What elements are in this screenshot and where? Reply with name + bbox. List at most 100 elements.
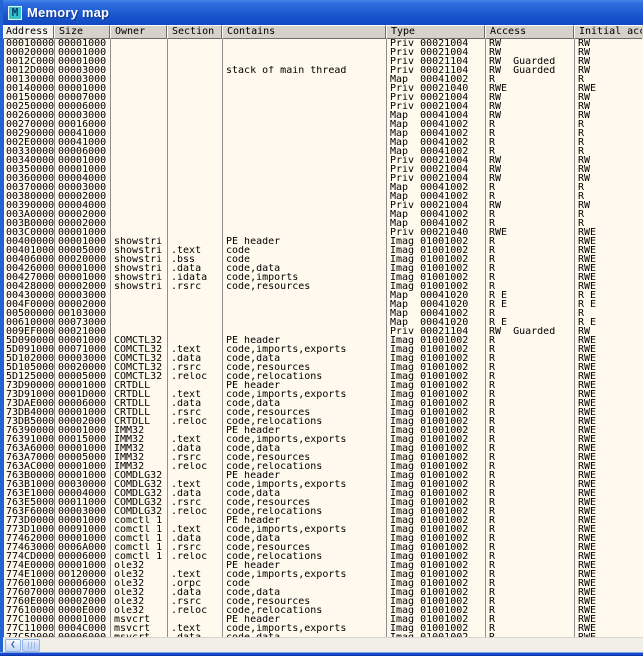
table-row[interactable]: 73DB4000 00001000 CRTDLL .rsrc code,resource… bbox=[4, 408, 643, 417]
table-row[interactable]: 0012C000 00001000 Priv 00021104 RW Guarded R… bbox=[4, 57, 643, 66]
table-row[interactable]: 774E1000 00120000 ole32 .text code,imports,e… bbox=[4, 570, 643, 579]
table-row[interactable]: 77463000 0006A000 comctl_1 .rsrc code,resour… bbox=[4, 543, 643, 552]
cell-owner bbox=[111, 165, 168, 174]
cell-type: Map 00041002 bbox=[387, 120, 486, 129]
table-row[interactable]: 763AC000 00001000 IMM32 .reloc code,relocati… bbox=[4, 462, 643, 471]
cell-initial-access: R bbox=[578, 309, 585, 318]
table-row[interactable]: 00428000 00002000 showstri .rsrc code,resour… bbox=[4, 282, 643, 291]
column-header-type[interactable]: Type bbox=[386, 25, 485, 39]
table-row[interactable]: 002E0000 00041000 Map 00041002 R R bbox=[4, 138, 643, 147]
table-row[interactable]: 5D105000 00020000 COMCTL32 .rsrc code,resour… bbox=[4, 363, 643, 372]
table-row[interactable]: 00020000 00001000 Priv 00021004 RW RW bbox=[4, 48, 643, 57]
table-row[interactable]: 763F6000 00003000 COMDLG32 .reloc code,reloc… bbox=[4, 507, 643, 516]
cell-type: Imag 01001002 bbox=[387, 453, 486, 462]
table-row[interactable]: 00150000 00007000 Priv 00021004 RW RW bbox=[4, 93, 643, 102]
table-row[interactable]: 009EF000 00021000 Priv 00021104 RW Guarded R… bbox=[4, 327, 643, 336]
table-row[interactable]: 00140000 00001000 Priv 00021040 RWE RWE bbox=[4, 84, 643, 93]
table-row[interactable]: 00250000 00006000 Priv 00021004 RW RW bbox=[4, 102, 643, 111]
table-row[interactable]: 00426000 00001000 showstri .data code,data Im… bbox=[4, 264, 643, 273]
table-row[interactable]: 763A6000 00001000 IMM32 .data code,data Imag … bbox=[4, 444, 643, 453]
table-row[interactable]: 00270000 00016000 Map 00041002 R R bbox=[4, 120, 643, 129]
table-row[interactable]: 7760E000 00002000 ole32 .rsrc code,resources… bbox=[4, 597, 643, 606]
table-row[interactable]: 73D91000 0001D000 CRTDLL .text code,imports,… bbox=[4, 390, 643, 399]
table-row[interactable]: 77601000 00006000 ole32 .orpc code Imag 01001… bbox=[4, 579, 643, 588]
table-row[interactable]: 00390000 00004000 Priv 00021004 RW RW bbox=[4, 201, 643, 210]
column-header-section[interactable]: Section bbox=[167, 25, 222, 39]
table-row[interactable]: 00350000 00001000 Priv 00021004 RW RW bbox=[4, 165, 643, 174]
table-row[interactable]: 00380000 00002000 Map 00041002 R R bbox=[4, 192, 643, 201]
table-row[interactable]: 5D090000 00001000 COMCTL32 PE header Imag 01… bbox=[4, 336, 643, 345]
table-row[interactable]: 00260000 00003000 Map 00041004 RW RW bbox=[4, 111, 643, 120]
column-header-access[interactable]: Access bbox=[485, 25, 574, 39]
table-row[interactable]: 00427000 00001000 showstri .idata code,impor… bbox=[4, 273, 643, 282]
cell-address: 77462000 bbox=[6, 534, 55, 543]
table-row[interactable]: 76390000 00001000 IMM32 PE header Imag 01001… bbox=[4, 426, 643, 435]
table-row[interactable]: 5D091000 00071000 COMCTL32 .text code,import… bbox=[4, 345, 643, 354]
table-row[interactable]: 763A7000 00005000 IMM32 .rsrc code,resources… bbox=[4, 453, 643, 462]
table-row[interactable]: 76391000 00015000 IMM32 .text code,imports,e… bbox=[4, 435, 643, 444]
horizontal-scrollbar[interactable]: ❮ bbox=[3, 637, 643, 652]
column-header-size[interactable]: Size bbox=[54, 25, 110, 39]
table-row[interactable]: 77607000 00007000 ole32 .data code,data Imag … bbox=[4, 588, 643, 597]
table-row[interactable]: 73D90000 00001000 CRTDLL PE header Imag 0100… bbox=[4, 381, 643, 390]
table-row[interactable]: 73DB5000 00002000 CRTDLL .reloc code,relocat… bbox=[4, 417, 643, 426]
cell-type: Imag 01001002 bbox=[387, 561, 486, 570]
table-row[interactable]: 5D125000 00005000 COMCTL32 .reloc code,reloc… bbox=[4, 372, 643, 381]
table-row[interactable]: 77C11000 0004C000 msvcrt .text code,imports,… bbox=[4, 624, 643, 633]
cell-size: 00002000 bbox=[55, 597, 111, 606]
table-row[interactable]: 763E1000 00004000 COMDLG32 .data code,data Im… bbox=[4, 489, 643, 498]
scroll-left-button[interactable]: ❮ bbox=[5, 638, 21, 652]
table-row[interactable]: 00360000 00004000 Priv 00021004 RW RW bbox=[4, 174, 643, 183]
table-row[interactable]: 0012D000 00003000 stack of main thread Priv… bbox=[4, 66, 643, 75]
cell-initial-access: RW bbox=[578, 57, 591, 66]
column-header-owner[interactable]: Owner bbox=[110, 25, 167, 39]
table-row[interactable]: 763E5000 00011000 COMDLG32 .rsrc code,resour… bbox=[4, 498, 643, 507]
title-bar[interactable]: M Memory map bbox=[3, 0, 643, 25]
table-row[interactable]: 003A0000 00002000 Map 00041002 R R bbox=[4, 210, 643, 219]
cell-section: .text bbox=[168, 390, 223, 399]
table-row[interactable]: 00400000 00001000 showstri PE header Imag 01… bbox=[4, 237, 643, 246]
cell-initial-access: R bbox=[578, 210, 585, 219]
table-row[interactable]: 77462000 00001000 comctl_1 .data code,data Im… bbox=[4, 534, 643, 543]
table-row[interactable]: 763B0000 00001000 COMDLG32 PE header Imag 01… bbox=[4, 471, 643, 480]
column-header-contains[interactable]: Contains bbox=[222, 25, 386, 39]
table-row[interactable]: 73DAE000 00006000 CRTDLL .data code,data Imag… bbox=[4, 399, 643, 408]
cell-initial-access: RWE bbox=[578, 435, 597, 444]
cell-owner bbox=[111, 57, 168, 66]
cell-owner: IMM32 bbox=[111, 453, 168, 462]
table-row[interactable]: 00290000 00041000 Map 00041002 R R bbox=[4, 129, 643, 138]
cell-size: 00004000 bbox=[55, 201, 111, 210]
table-row[interactable]: 77C10000 00001000 msvcrt PE header Imag 0100… bbox=[4, 615, 643, 624]
cell-section: .data bbox=[168, 444, 223, 453]
table-row[interactable]: 00406000 00020000 showstri .bss code Imag 010… bbox=[4, 255, 643, 264]
table-row[interactable]: 00370000 00003000 Map 00041002 R R bbox=[4, 183, 643, 192]
table-row[interactable]: 00330000 00006000 Map 00041002 R R bbox=[4, 147, 643, 156]
table-row[interactable]: 77610000 0000E000 ole32 .reloc code,relocati… bbox=[4, 606, 643, 615]
table-row[interactable]: 00010000 00001000 Priv 00021004 RW RW bbox=[4, 39, 643, 48]
table-row[interactable]: 003B0000 00002000 Map 00041002 R R bbox=[4, 219, 643, 228]
table-row[interactable]: 773D0000 00001000 comctl_1 PE header Imag 01… bbox=[4, 516, 643, 525]
column-header-address[interactable]: Address bbox=[3, 25, 54, 39]
table-row[interactable]: 763B1000 00030000 COMDLG32 .text code,import… bbox=[4, 480, 643, 489]
table-row[interactable]: 00401000 00005000 showstri .text code Imag 01… bbox=[4, 246, 643, 255]
table-row[interactable]: 773D1000 00091000 comctl_1 .text code,import… bbox=[4, 525, 643, 534]
table-row[interactable]: 00340000 00001000 Priv 00021004 RW RW bbox=[4, 156, 643, 165]
cell-address: 009EF000 bbox=[6, 327, 55, 336]
table-row[interactable]: 77C5D00000006000msvcrt.datacode,dataImag… bbox=[4, 633, 643, 637]
column-header-initial-access[interactable]: Initial acc bbox=[574, 25, 642, 39]
table-row[interactable]: 003C0000 00001000 Priv 00021040 RWE RWE bbox=[4, 228, 643, 237]
table-row[interactable]: 774CD000 00006000 comctl_1 .reloc code,reloc… bbox=[4, 552, 643, 561]
scrollbar-thumb[interactable] bbox=[22, 638, 40, 652]
cell-initial-access: RWE bbox=[578, 579, 597, 588]
table-row[interactable]: 5D102000 00003000 COMCTL32 .data code,data Im… bbox=[4, 354, 643, 363]
table-row[interactable]: 774E0000 00001000 ole32 PE header Imag 01001… bbox=[4, 561, 643, 570]
table-row[interactable]: 00130000 00003000 Map 00041002 R R bbox=[4, 75, 643, 84]
memory-map-icon[interactable]: M bbox=[8, 5, 22, 20]
cell-type: Imag 01001002 bbox=[387, 354, 486, 363]
table-row[interactable]: 00500000 00103000 Map 00041002 R R bbox=[4, 309, 643, 318]
cell-contains bbox=[223, 156, 387, 165]
cell-contains: code,relocations bbox=[223, 372, 387, 381]
